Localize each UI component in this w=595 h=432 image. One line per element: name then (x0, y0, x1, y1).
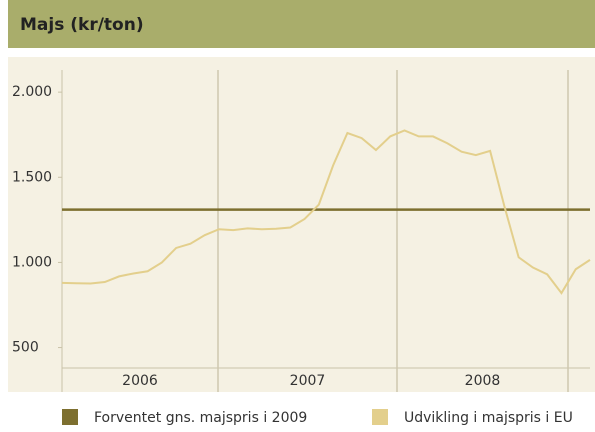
series-line (61, 129, 591, 295)
x-tick-label: 2007 (290, 373, 326, 389)
header-band (8, 0, 595, 48)
chart-title: Majs (kr/ton) (20, 15, 144, 35)
legend-label: Forventet gns. majspris i 2009 (94, 410, 307, 426)
y-tick-label: 1.000 (12, 254, 52, 270)
legend-swatch (372, 409, 388, 425)
y-tick-label: 2.000 (12, 84, 52, 100)
legend-label: Udvikling i majspris i EU (404, 410, 573, 426)
y-tick-label: 500 (12, 340, 39, 356)
plot-panel (8, 57, 595, 392)
x-tick-label: 2008 (465, 373, 501, 389)
x-tick-label: 2006 (122, 373, 158, 389)
legend-swatch (62, 409, 78, 425)
y-tick-label: 1.500 (12, 169, 52, 185)
